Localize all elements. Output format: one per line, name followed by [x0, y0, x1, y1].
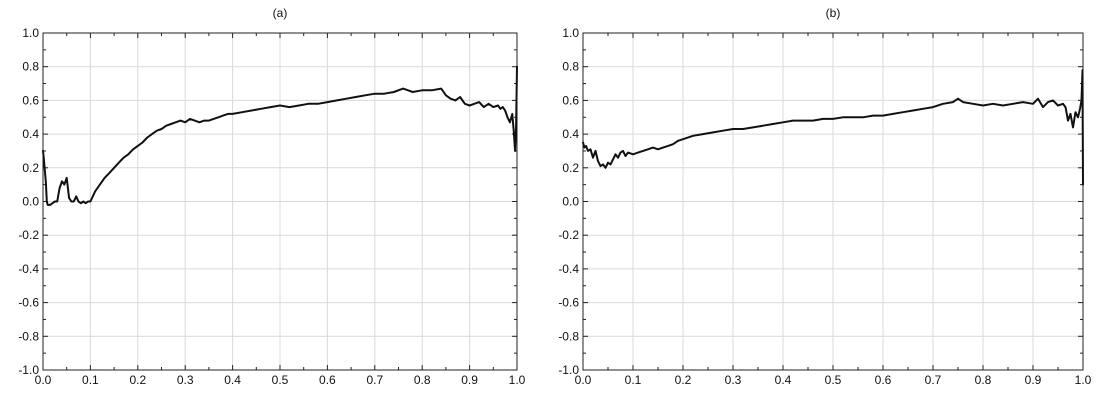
y-tick-label: -0.6 — [18, 296, 39, 310]
y-tick-label: 0.2 — [22, 161, 39, 175]
y-tick-label: -1.0 — [558, 363, 579, 377]
y-tick-label: 0.0 — [22, 195, 39, 209]
chart-title: (a) — [273, 6, 288, 20]
x-tick-label: 0.4 — [224, 373, 241, 387]
x-tick-label: 0.8 — [414, 373, 431, 387]
y-tick-label: -0.6 — [558, 296, 579, 310]
y-tick-label: -0.8 — [18, 329, 39, 343]
y-tick-label: 0.8 — [562, 60, 579, 74]
y-tick-label: 0.2 — [562, 161, 579, 175]
x-tick-label: 0.6 — [319, 373, 336, 387]
x-tick-label: 0.0 — [35, 373, 52, 387]
y-tick-label: 0.4 — [22, 127, 39, 141]
x-tick-label: 0.7 — [925, 373, 942, 387]
y-tick-label: 0.0 — [562, 195, 579, 209]
x-tick-label: 1.0 — [509, 373, 526, 387]
x-tick-label: 0.9 — [1025, 373, 1042, 387]
x-tick-label: 1.0 — [1075, 373, 1092, 387]
series-line — [582, 69, 1084, 186]
y-tick-label: 0.4 — [562, 127, 579, 141]
plot-frame — [582, 32, 1084, 371]
plot-frame — [42, 32, 518, 371]
y-tick-label: -0.4 — [18, 262, 39, 276]
x-tick-label: 0.5 — [272, 373, 289, 387]
series-line — [42, 65, 518, 206]
x-tick-label: 0.2 — [675, 373, 692, 387]
y-tick-label: 0.8 — [22, 60, 39, 74]
x-tick-label: 0.5 — [825, 373, 842, 387]
x-tick-label: 0.1 — [625, 373, 642, 387]
x-tick-label: 0.0 — [575, 373, 592, 387]
x-tick-label: 0.6 — [875, 373, 892, 387]
x-tick-label: 0.7 — [366, 373, 383, 387]
y-tick-label: -0.8 — [558, 329, 579, 343]
y-tick-label: -0.2 — [558, 228, 579, 242]
x-tick-label: 0.1 — [82, 373, 99, 387]
y-tick-label: 0.6 — [562, 93, 579, 107]
x-tick-label: 0.3 — [725, 373, 742, 387]
x-tick-label: 0.2 — [129, 373, 146, 387]
x-tick-label: 0.9 — [461, 373, 478, 387]
y-tick-label: -0.4 — [558, 262, 579, 276]
y-tick-label: -1.0 — [18, 363, 39, 377]
x-tick-label: 0.8 — [975, 373, 992, 387]
y-tick-label: -0.2 — [18, 228, 39, 242]
y-tick-label: 1.0 — [22, 26, 39, 40]
chart-title: (b) — [826, 6, 841, 20]
y-tick-label: 0.6 — [22, 93, 39, 107]
x-tick-label: 0.4 — [775, 373, 792, 387]
y-tick-label: 1.0 — [562, 26, 579, 40]
chart-panel-a: (a) 0.0 0.1 0.2 0.3 0.4 0.5 0.6 0.7 0.8 0.9 1.0 1.0 0… — [18, 6, 525, 387]
x-tick-label: 0.3 — [177, 373, 194, 387]
chart-panel-b: (b) 0.0 0.1 0.2 0.3 0.4 0.5 0.6 0.7 0.8 0.9 1.0 1.0 0… — [558, 6, 1091, 387]
